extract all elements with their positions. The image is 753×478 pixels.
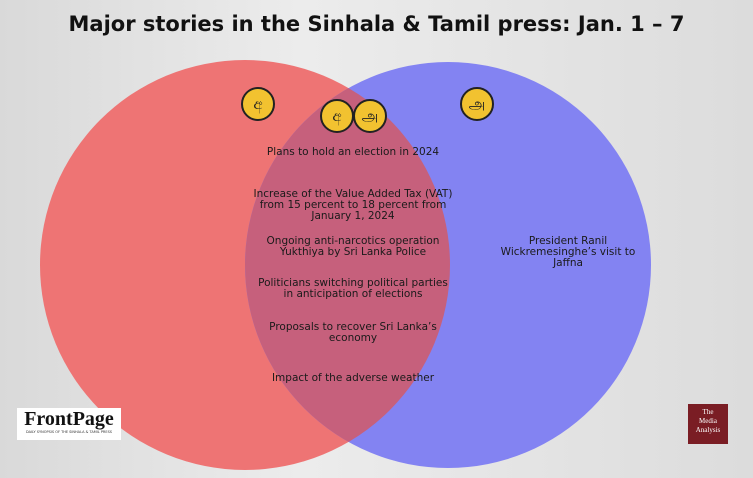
story: President Ranil Wickremesinghe’s visit t… <box>500 235 636 269</box>
icon-tamil: அ <box>362 107 379 125</box>
logo-tagline: DAILY SYNOPSIS OF THE SINHALA & TAMIL PR… <box>25 430 113 434</box>
title: Major stories in the Sinhala & Tamil pre… <box>68 12 685 36</box>
frontpage-logo: FrontPage DAILY SYNOPSIS OF THE SINHALA … <box>17 408 121 440</box>
overlap <box>245 62 450 468</box>
logo-text: The <box>702 408 714 416</box>
story: Politicians switching political parties … <box>258 277 448 300</box>
logo-text: Analysis <box>695 426 721 434</box>
media-analysis-logo: The Media Analysis <box>688 404 728 444</box>
logo-name: FrontPage <box>24 408 114 430</box>
story: Increase of the Value Added Tax (VAT) fr… <box>253 188 453 222</box>
icons: අ අ அ அ <box>241 87 494 133</box>
icon-sinhala: අ <box>253 95 262 114</box>
story: Proposals to recover Sri Lanka’s economy <box>269 321 437 344</box>
logo-text: Media <box>699 417 717 425</box>
story: Ongoing anti-narcotics operation Yukthiy… <box>266 235 440 258</box>
icon-tamil: அ <box>469 95 486 113</box>
story: Plans to hold an election in 2024 <box>266 146 440 158</box>
story: Impact of the adverse weather <box>271 372 435 384</box>
icon-sinhala: අ <box>332 107 341 126</box>
